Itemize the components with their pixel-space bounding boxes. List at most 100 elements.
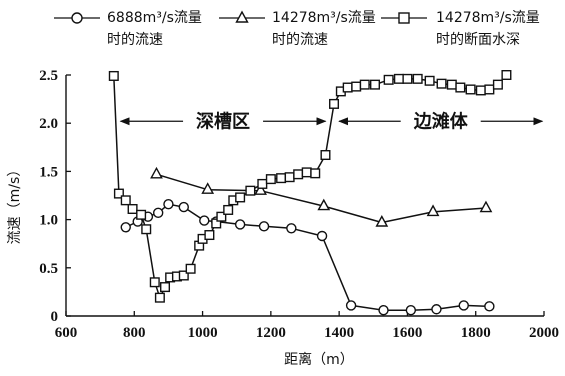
data-point-square <box>245 185 256 196</box>
data-point-square <box>310 168 321 179</box>
x-tick-label: 800 <box>123 325 146 341</box>
data-point-square <box>127 203 138 214</box>
data-point-triangle <box>479 200 493 213</box>
x-tick-label: 1600 <box>392 325 422 341</box>
data-point-square <box>235 192 246 203</box>
data-point-circle <box>163 198 174 210</box>
data-point-square <box>149 277 160 288</box>
data-point-square <box>484 84 495 95</box>
legend-label-3-line2: 时的断面水深 <box>436 32 520 48</box>
data-point-circle <box>405 305 417 316</box>
data-point-triangle <box>150 166 163 179</box>
legend-item-3: 14278m³/s流量 时的断面水深 <box>381 10 540 48</box>
data-point-square <box>160 282 171 293</box>
data-point-square <box>359 79 370 90</box>
data-point-square <box>475 85 486 96</box>
data-point-square <box>185 263 196 274</box>
data-point-square <box>204 230 215 241</box>
data-point-square <box>276 173 287 184</box>
data-point-circle <box>120 222 131 233</box>
data-point-circle <box>199 215 210 226</box>
data-point-square <box>465 84 476 95</box>
y-tick-label: 2.5 <box>39 68 58 84</box>
data-point-square <box>211 218 222 229</box>
data-point-square <box>412 73 423 84</box>
data-point-square <box>293 169 304 180</box>
legend-label-1-line2: 时的流速 <box>107 32 163 48</box>
y-tick-label: 0.5 <box>39 261 58 277</box>
data-point-square <box>492 79 503 90</box>
data-point-square <box>329 98 340 109</box>
series-3 <box>108 69 512 303</box>
data-point-square <box>351 81 362 92</box>
data-point-square <box>402 73 413 84</box>
data-point-circle <box>178 201 189 213</box>
x-tick-label: 1800 <box>461 325 491 341</box>
data-point-square <box>223 204 234 215</box>
legend-item-1: 6888m³/s流量 时的流速 <box>54 10 202 48</box>
x-tick-label: 1400 <box>324 325 354 341</box>
legend-label-2-line1: 14278m³/s流量 <box>272 10 376 26</box>
data-point-circle <box>234 219 246 230</box>
data-point-square <box>141 224 152 235</box>
data-point-square <box>436 78 447 89</box>
data-point-square <box>257 178 268 189</box>
data-point-circle <box>458 300 469 311</box>
plot-area: 600 800 1000 1200 1400 1600 1800 2000 0 0.5 1.0 1.5… <box>39 68 559 341</box>
data-point-circle <box>484 301 495 312</box>
axes: 600 800 1000 1200 1400 1600 1800 2000 0 0.5 1.0 1.5… <box>39 68 559 341</box>
data-point-triangle <box>317 198 331 211</box>
data-point-circle <box>431 304 442 315</box>
y-tick-label: 1.5 <box>39 164 58 180</box>
series-3-line <box>113 74 507 299</box>
data-point-square <box>455 82 466 93</box>
data-point-square <box>320 150 331 161</box>
legend-square-marker <box>398 12 410 24</box>
data-point-square <box>301 167 312 178</box>
data-point-square <box>113 188 124 199</box>
data-point-square <box>284 172 295 183</box>
data-point-square <box>265 174 276 185</box>
series-1-line <box>125 203 490 311</box>
data-point-circle <box>316 230 328 242</box>
data-point-circle <box>378 305 389 316</box>
data-point-circle <box>258 221 270 232</box>
data-point-square <box>120 195 131 206</box>
legend-label-2-line2: 时的流速 <box>272 32 328 48</box>
data-point-triangle <box>201 182 215 194</box>
legend: 6888m³/s流量 时的流速 14278m³/s流量 时的流速 14278m³… <box>54 10 540 48</box>
legend-item-2: 14278m³/s流量 时的流速 <box>219 10 376 48</box>
legend-label-1-line1: 6888m³/s流量 <box>107 10 202 26</box>
data-point-square <box>393 73 404 84</box>
data-point-triangle <box>254 183 267 195</box>
data-point-square <box>369 79 380 90</box>
data-point-circle <box>152 207 164 219</box>
data-point-triangle <box>426 204 440 217</box>
data-point-circle <box>286 223 297 234</box>
legend-triangle-marker <box>235 10 249 23</box>
x-tick-label: 1200 <box>256 325 286 341</box>
region-annotations: 深槽区 边滩体 <box>119 110 544 132</box>
data-point-square <box>383 74 394 85</box>
x-tick-label: 1000 <box>188 325 218 341</box>
data-point-square <box>108 70 119 81</box>
data-point-square <box>446 79 457 90</box>
series-1 <box>120 198 495 316</box>
data-point-square <box>154 292 165 303</box>
region-annotation-2: 边滩体 <box>338 110 544 132</box>
x-axis-label: 距离（m） <box>284 351 354 368</box>
data-point-square <box>216 211 227 222</box>
y-tick-label: 2.0 <box>39 116 58 132</box>
data-point-triangle <box>375 215 389 227</box>
y-tick-label: 1.0 <box>39 213 58 229</box>
region-label: 深槽区 <box>196 110 250 132</box>
x-tick-label: 600 <box>55 325 78 341</box>
data-point-square <box>424 75 435 86</box>
data-point-square <box>136 209 147 220</box>
data-point-square <box>501 69 512 80</box>
region-annotation-1: 深槽区 <box>119 110 327 132</box>
data-point-square <box>342 82 353 93</box>
x-tick-label: 2000 <box>529 325 559 341</box>
series-2 <box>150 166 493 227</box>
